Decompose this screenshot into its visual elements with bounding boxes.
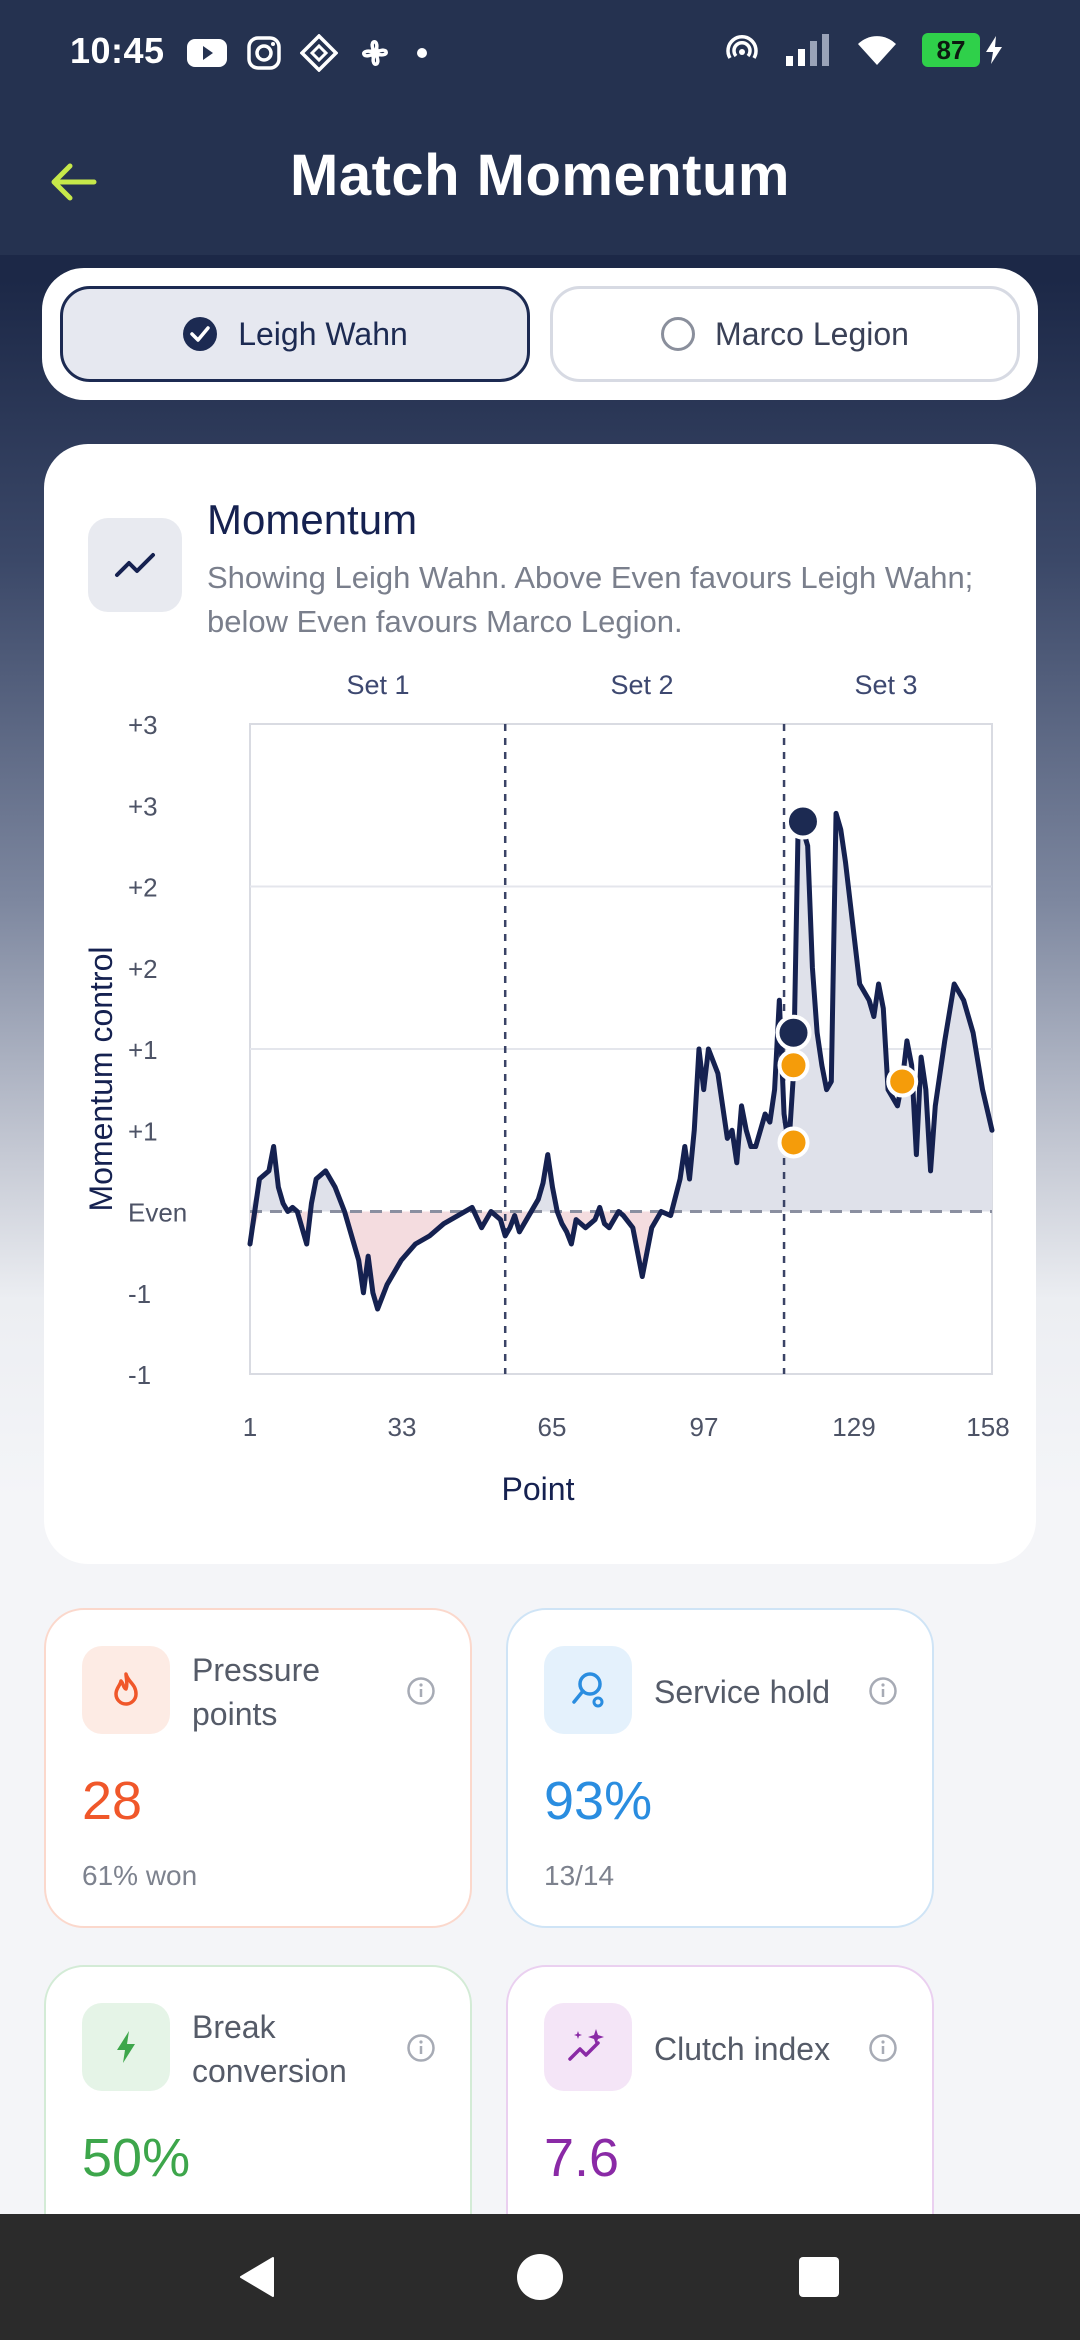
info-icon[interactable] [406,1676,436,1706]
x-tick-label: 33 [388,1412,417,1442]
arrow-left-icon [51,163,97,201]
system-nav-bar [0,2214,1080,2340]
y-tick-label: -1 [128,1360,151,1390]
back-button[interactable] [44,152,104,212]
hotspot-icon [726,35,758,59]
x-tick-label: 158 [966,1412,1009,1442]
event-marker [777,1049,810,1082]
info-icon[interactable] [868,1676,898,1706]
set-label: Set 1 [346,670,409,700]
y-tick-label: Even [128,1198,187,1228]
event-marker [886,1065,919,1098]
info-icon[interactable] [406,2033,436,2063]
momentum-card: Momentum Showing Leigh Wahn. Above Even … [44,444,1036,1564]
y-tick-label: +3 [128,791,158,821]
dot-icon [417,48,427,58]
stat-card-service-hold[interactable]: Service hold 93% 13/14 [506,1608,934,1928]
player-toggle: Leigh Wahn Marco Legion [42,268,1038,400]
wifi-icon [858,36,896,65]
y-axis-title: Momentum control [83,947,119,1212]
momentum-chart: +3 +3 +2 +2 +1 +1 Even -1 -1 1 33 65 97 129 158 Set 1 Se… [83,670,1010,1507]
page-title: Match Momentum [290,143,790,208]
y-tick-label: +2 [128,873,158,903]
area-above-even [250,813,992,1212]
battery-indicator: 87 [922,33,1004,67]
sparkle-icon [544,2003,632,2091]
y-tick-label: +1 [128,1035,158,1065]
pinwheel-icon [362,40,388,66]
youtube-icon [187,39,227,67]
event-marker [777,1126,810,1159]
notification-icons [186,34,432,72]
radio-empty-icon [661,317,696,351]
nav-back-icon [240,2257,274,2297]
status-bar: 10:45 87 [0,0,1080,110]
x-tick-label: 65 [538,1412,567,1442]
player-option-marco-legion[interactable]: Marco Legion [550,286,1020,382]
instagram-icon [247,36,281,70]
nav-recents-button[interactable] [786,2244,852,2310]
check-circle-icon [183,317,218,351]
nav-home-icon [517,2254,563,2300]
set-label: Set 3 [854,670,917,700]
nav-back-button[interactable] [225,2244,291,2310]
player-name: Marco Legion [715,315,909,352]
stat-label: Break conversion [192,2009,347,2089]
x-tick-label: 97 [690,1412,719,1442]
stat-sub: 13/14 [544,1860,615,1891]
nav-recents-icon [799,2257,839,2297]
x-axis-title: Point [502,1471,575,1507]
flame-icon [82,1646,170,1734]
player-name: Leigh Wahn [238,315,408,352]
stat-value: 93% [544,1771,653,1831]
status-time: 10:45 [70,30,165,71]
event-marker [784,803,821,840]
stat-value: 50% [82,2128,191,2188]
app-bar: Match Momentum [0,110,1080,255]
card-title: Momentum [207,496,418,543]
card-subtitle: Showing Leigh Wahn. Above Even favours L… [207,560,974,639]
y-tick-label: +2 [128,954,158,984]
app-diamond-icon [300,34,338,72]
system-icons: 87 [724,32,1004,68]
charging-icon [986,36,1002,64]
stat-label: Pressure points [192,1652,321,1732]
info-icon[interactable] [868,2033,898,2063]
momentum-line [247,810,995,1312]
stat-label: Clutch index [654,2031,831,2067]
stat-label: Service hold [654,1674,831,1710]
event-marker [775,1014,812,1051]
set-label: Set 2 [610,670,673,700]
stat-value: 7.6 [544,2128,620,2188]
y-tick-label: +3 [128,710,158,740]
stat-card-pressure-points[interactable]: Pressure points 28 61% won [44,1608,472,1928]
y-tick-label: -1 [128,1279,151,1309]
nav-home-button[interactable] [507,2244,573,2310]
stat-sub: 61% won [82,1860,198,1891]
signal-icon [786,34,829,66]
trend-line-icon [88,518,182,612]
racket-icon [544,1646,632,1734]
x-tick-label: 1 [243,1412,257,1442]
battery-level: 87 [922,33,980,67]
x-tick-label: 129 [832,1412,875,1442]
bolt-icon [82,2003,170,2091]
stat-value: 28 [82,1771,143,1831]
player-option-leigh-wahn[interactable]: Leigh Wahn [60,286,530,382]
y-tick-label: +1 [128,1116,158,1146]
